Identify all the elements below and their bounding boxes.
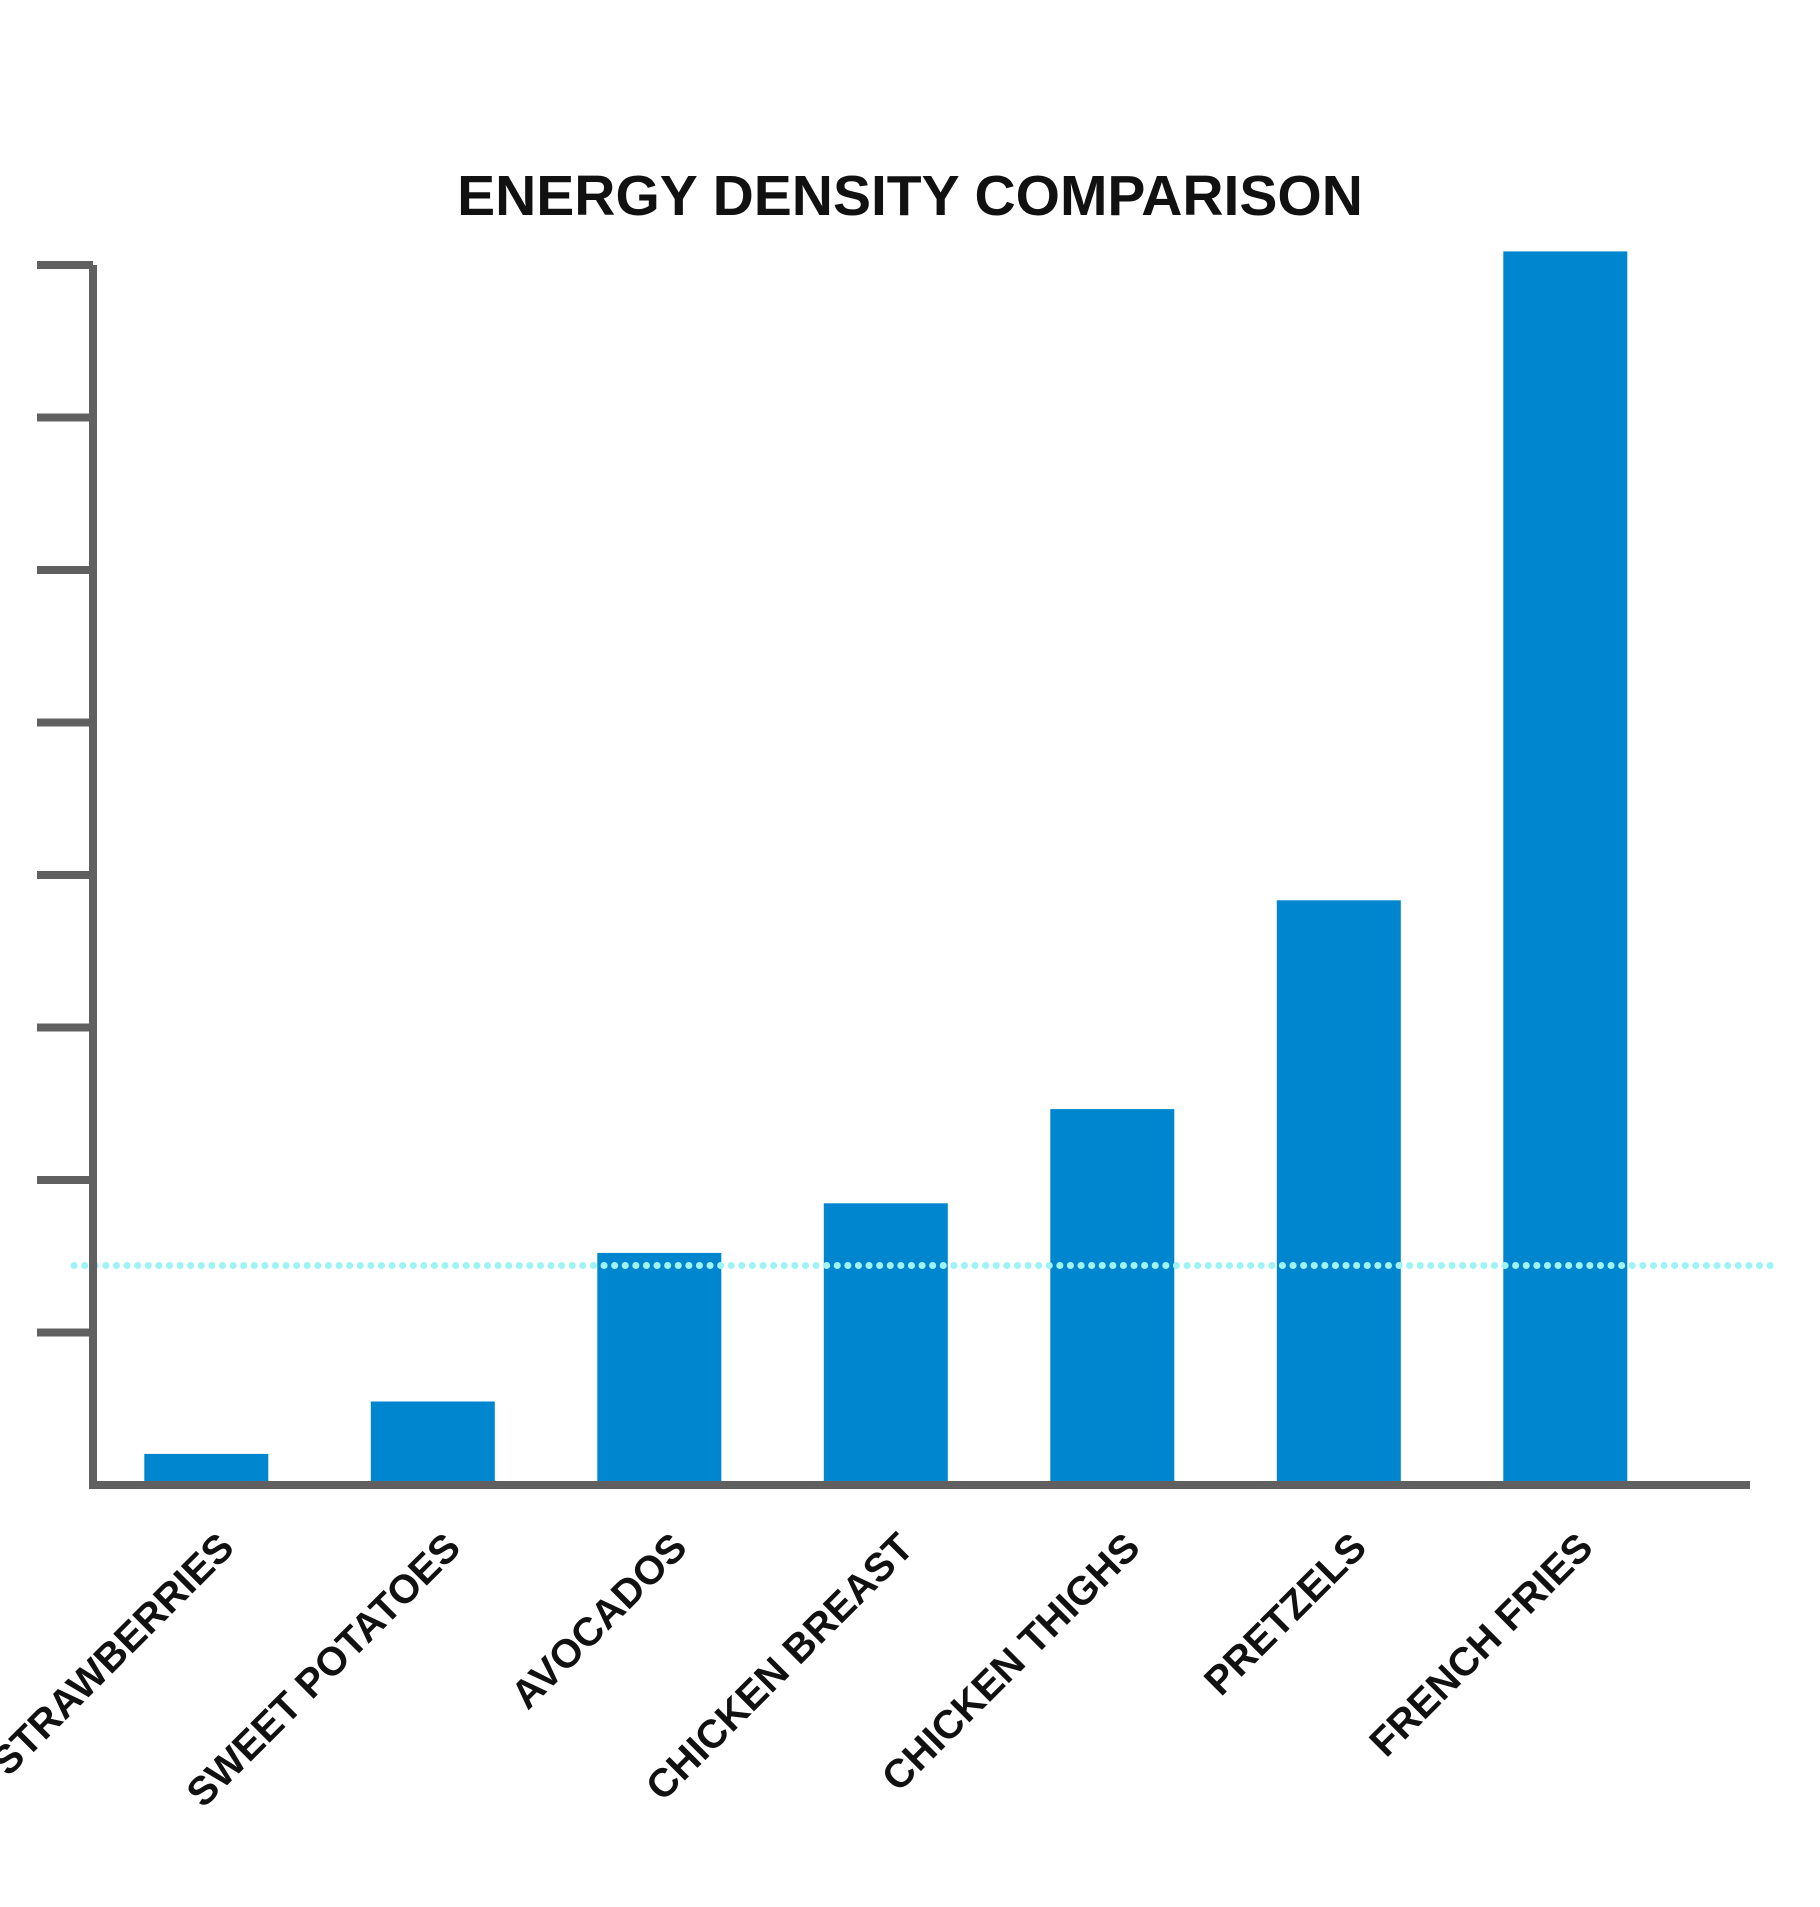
bar-avocados <box>597 1252 722 1485</box>
bars-group <box>144 251 1628 1485</box>
x-tick-label: AVOCADOS <box>503 1525 695 1717</box>
bar-sweet-potatoes <box>370 1401 495 1485</box>
bar-french-fries <box>1503 251 1628 1485</box>
bar-pretzels <box>1276 900 1401 1485</box>
axes-group <box>37 261 1750 1489</box>
bar-chicken-breast <box>823 1203 948 1485</box>
x-tick-label: STRAWBERRIES <box>0 1525 242 1784</box>
chart-title: ENERGY DENSITY COMPARISON <box>457 164 1363 228</box>
x-tick-label: CHICKEN THIGHS <box>874 1525 1149 1800</box>
bar-strawberries <box>144 1453 269 1485</box>
x-tick-label: PRETZELS <box>1196 1525 1375 1704</box>
x-tick-label: FRENCH FRIES <box>1361 1525 1601 1765</box>
bar-chicken-thighs <box>1050 1109 1175 1485</box>
